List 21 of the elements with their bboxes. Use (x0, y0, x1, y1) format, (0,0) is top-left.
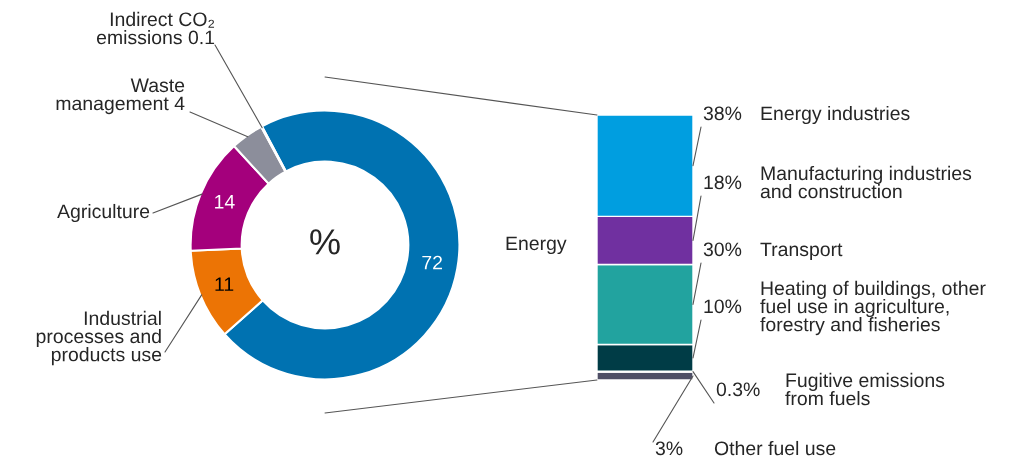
text: % (310, 229, 340, 255)
slice-label: Waste management 4 (56, 78, 185, 115)
data-label: 10% (704, 299, 742, 314)
slice-label: Agriculture (57, 203, 150, 223)
text: Other fuel use (714, 440, 836, 456)
slice-label: Industrial processes and products use (36, 310, 162, 366)
text: Transport (760, 242, 843, 261)
data-label: 38% (703, 106, 742, 121)
text: Heating of buildings, other fuel use in agriculture, forestry and fisheries (760, 280, 986, 336)
data-label: 11 (215, 277, 234, 291)
text: Energy industries (761, 105, 910, 125)
data-label: 14 (215, 195, 235, 209)
data-label: 0.3% (716, 382, 760, 397)
slice-label: Indirect CO₂ emissions 0.1 (96, 11, 215, 45)
slice-label: Energy (506, 236, 567, 255)
data-label: 30% (703, 242, 742, 257)
data-label: 3% (655, 441, 683, 456)
text: Manufacturing industries and construction (760, 165, 972, 199)
text: Fugitive emissions from fuels (785, 372, 945, 406)
data-label: 18% (704, 175, 742, 190)
data-label: 72 (422, 255, 442, 270)
